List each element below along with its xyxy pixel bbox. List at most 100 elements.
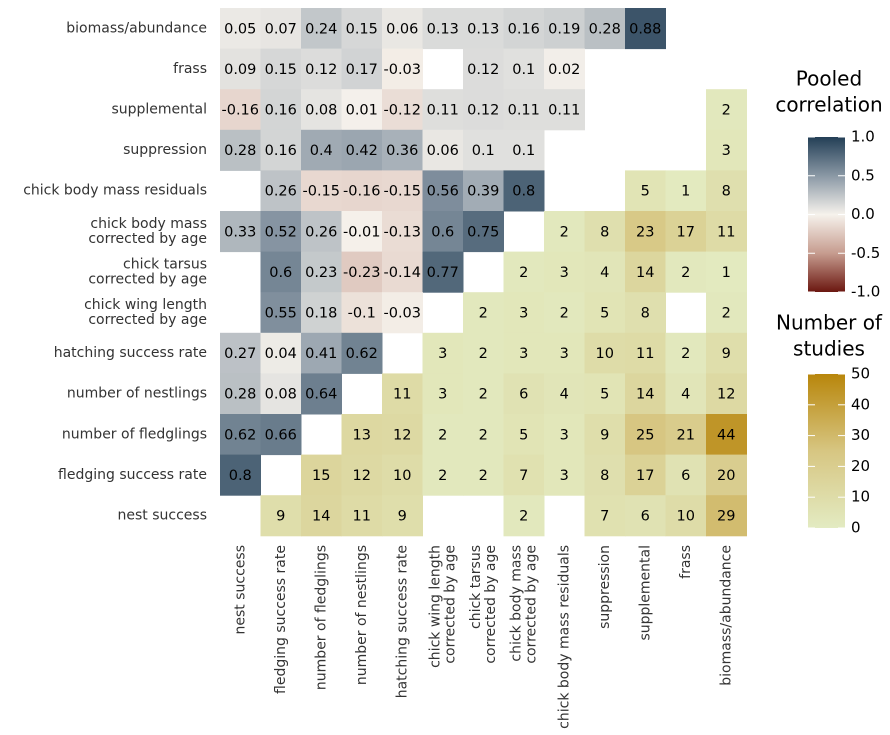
studies-cell	[544, 251, 585, 293]
correlation-cell	[341, 292, 383, 334]
correlation-label: 0.12	[305, 62, 337, 78]
correlation-label: 0.15	[346, 21, 378, 37]
correlation-label: 0.26	[265, 184, 297, 200]
studies-label: 15	[312, 468, 330, 484]
studies-label: 2	[560, 224, 569, 240]
studies-cell	[544, 454, 585, 496]
correlation-label: 0.42	[346, 143, 378, 159]
correlation-label: 0.6	[269, 265, 292, 281]
correlation-label: 0.39	[467, 184, 499, 200]
studies-label: 3	[438, 346, 447, 362]
studies-cell	[382, 495, 423, 537]
correlation-label: 0.18	[305, 306, 337, 322]
studies-cell	[301, 495, 342, 537]
studies-cell	[260, 495, 302, 537]
correlation-label: 0.1	[512, 143, 535, 159]
legend-tick-label: 0.5	[851, 166, 875, 184]
correlation-label: 0.75	[467, 224, 499, 240]
studies-cell	[463, 292, 504, 334]
correlation-cell	[625, 8, 666, 50]
correlation-label: 0.12	[467, 62, 499, 78]
studies-label: 6	[641, 509, 650, 525]
studies-label: 8	[600, 468, 609, 484]
studies-cell	[341, 414, 383, 456]
studies-cell	[341, 454, 383, 496]
correlation-cell	[301, 292, 342, 334]
studies-label: 1	[681, 184, 690, 200]
studies-cell	[584, 373, 626, 415]
correlation-label: 0.26	[305, 224, 337, 240]
column-label: suppression	[597, 545, 613, 629]
studies-cell	[665, 251, 707, 293]
correlation-label: 0.41	[305, 346, 337, 362]
studies-label: 7	[600, 509, 609, 525]
correlation-cell	[260, 292, 302, 334]
studies-cell	[625, 332, 666, 374]
column-label: chick tarsus	[468, 545, 484, 629]
correlation-label: 0.15	[265, 62, 297, 78]
legend-tick-label: 0	[851, 519, 861, 537]
correlation-cell	[544, 8, 585, 50]
correlation-label: 0.17	[346, 62, 378, 78]
legend-tick-label: -0.5	[851, 244, 880, 262]
correlation-label: 0.28	[224, 387, 256, 403]
studies-cell	[544, 332, 585, 374]
correlation-label: -0.15	[302, 184, 340, 200]
colorbar	[808, 374, 845, 528]
row-label: chick body mass	[90, 216, 207, 232]
correlation-cell	[584, 8, 626, 50]
legend-tick-label: 1.0	[851, 128, 875, 146]
legend-tick-label: 0.0	[851, 205, 875, 223]
correlation-cell	[422, 89, 464, 131]
correlation-cell	[382, 48, 423, 90]
row-label: chick wing length	[84, 297, 207, 313]
studies-label: 17	[636, 468, 654, 484]
correlation-cell	[301, 373, 342, 415]
studies-label: 3	[560, 265, 569, 281]
correlation-cell	[301, 170, 342, 212]
studies-cell	[665, 373, 707, 415]
studies-cell	[706, 495, 747, 537]
studies-cell	[503, 495, 545, 537]
studies-label: 11	[353, 509, 371, 525]
studies-label: 14	[636, 387, 654, 403]
correlation-label: 0.1	[472, 143, 495, 159]
studies-label: 25	[636, 427, 654, 443]
studies-cell	[544, 414, 585, 456]
correlation-cell	[382, 8, 423, 50]
correlation-label: 0.28	[589, 21, 621, 37]
correlation-cell	[422, 251, 464, 293]
studies-label: 2	[519, 509, 528, 525]
correlation-cell	[220, 89, 261, 131]
studies-cell	[503, 332, 545, 374]
studies-label: 3	[722, 143, 731, 159]
correlation-cell	[260, 211, 302, 253]
studies-label: 5	[641, 184, 650, 200]
correlation-cell	[463, 170, 504, 212]
correlation-cell	[544, 89, 585, 131]
studies-cell	[341, 495, 383, 537]
studies-label: 9	[398, 509, 407, 525]
correlation-label: 0.24	[305, 21, 337, 37]
studies-cell	[706, 454, 747, 496]
row-label: nest success	[118, 508, 207, 524]
row-label: suppression	[123, 142, 207, 158]
correlation-label: 0.02	[548, 62, 580, 78]
correlation-cell	[301, 211, 342, 253]
studies-cell	[503, 414, 545, 456]
studies-cell	[584, 454, 626, 496]
correlation-cell	[463, 211, 504, 253]
correlation-cell	[382, 251, 423, 293]
correlation-label: 0.4	[310, 143, 333, 159]
studies-label: 6	[519, 387, 528, 403]
studies-label: 17	[677, 224, 695, 240]
studies-cell	[422, 373, 464, 415]
correlation-label: 0.11	[548, 103, 580, 119]
studies-label: 13	[353, 427, 371, 443]
studies-cell	[544, 292, 585, 334]
studies-label: 9	[276, 509, 285, 525]
correlation-label: 0.16	[508, 21, 540, 37]
legend-title: studies	[793, 337, 865, 361]
studies-label: 6	[681, 468, 690, 484]
correlation-cell	[382, 89, 423, 131]
